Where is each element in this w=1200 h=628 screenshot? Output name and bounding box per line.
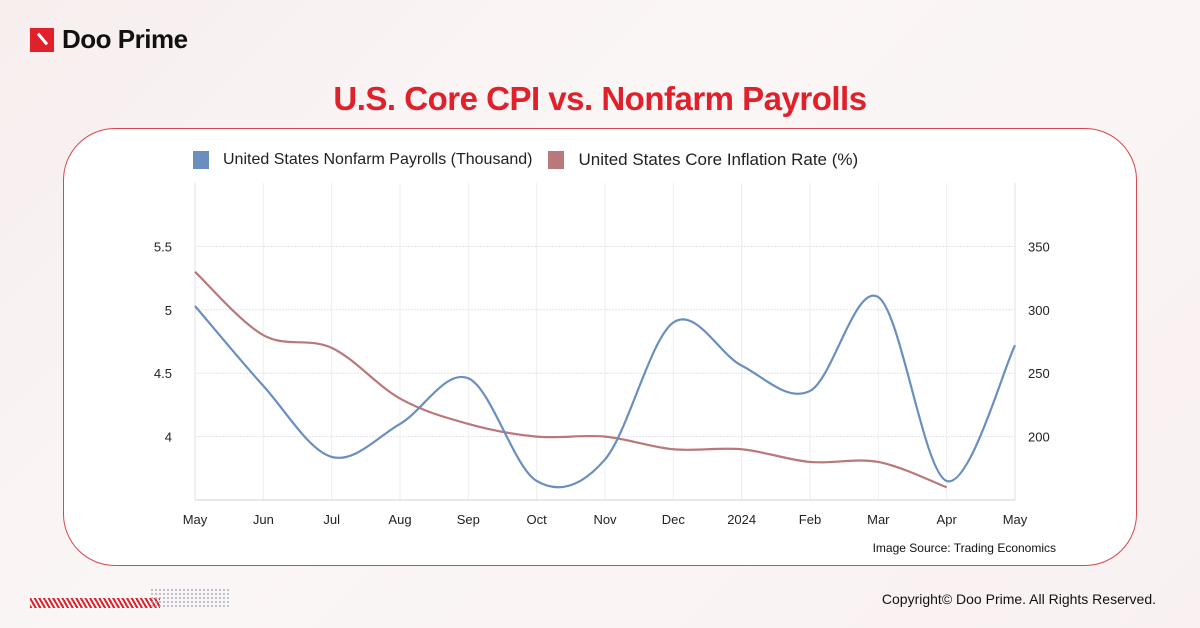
chart-card [63,128,1137,566]
logo-mark-icon [30,27,54,52]
x-tick-label: Dec [662,512,686,527]
x-tick-label: Mar [867,512,890,527]
page-title: U.S. Core CPI vs. Nonfarm Payrolls [333,80,867,117]
legend-label: United States Core Inflation Rate (%) [578,150,859,169]
legend-item-payrolls: United States Nonfarm Payrolls (Thousand… [193,151,532,169]
series-line-core-inflation [194,270,948,489]
decorative-stripes [30,598,160,608]
left-axis-tick-label: 4.5 [154,366,172,381]
right-axis-tick-label: 200 [1028,430,1050,445]
image-source: Image Source: Trading Economics [872,541,1056,555]
x-tick-label: Apr [937,512,958,527]
x-tick-label: Nov [593,512,617,527]
chart-legend: United States Nonfarm Payrolls (Thousand… [193,150,874,170]
brand-logo: Doo Prime [30,24,188,55]
x-tick-label: 2024 [727,512,756,527]
x-tick-label: May [183,512,208,527]
x-tick-label: May [1003,512,1028,527]
x-tick-label: Feb [799,512,821,527]
legend-label: United States Nonfarm Payrolls (Thousand… [223,151,533,168]
x-tick-label: Sep [457,512,480,527]
right-axis-tick-label: 300 [1028,303,1050,318]
left-axis-tick-label: 5.5 [154,239,172,254]
x-tick-label: Jul [323,512,340,527]
legend-swatch [193,151,209,169]
left-axis-tick-label: 4 [165,430,172,445]
legend-swatch [548,151,565,169]
brand-name: Doo Prime [62,24,188,54]
x-tick-label: Oct [527,512,548,527]
copyright: Copyright© Doo Prime. All Rights Reserve… [881,591,1156,607]
x-tick-label: Aug [388,512,411,527]
right-axis-tick-label: 250 [1028,366,1050,381]
x-tick-label: Jun [253,512,274,527]
right-axis-tick-label: 350 [1028,239,1050,254]
left-axis-tick-label: 5 [165,303,172,318]
decorative-dots [150,588,230,608]
legend-item-core-inflation: United States Core Inflation Rate (%) [548,150,858,170]
series-line-nonfarm-payrolls [194,294,1016,489]
